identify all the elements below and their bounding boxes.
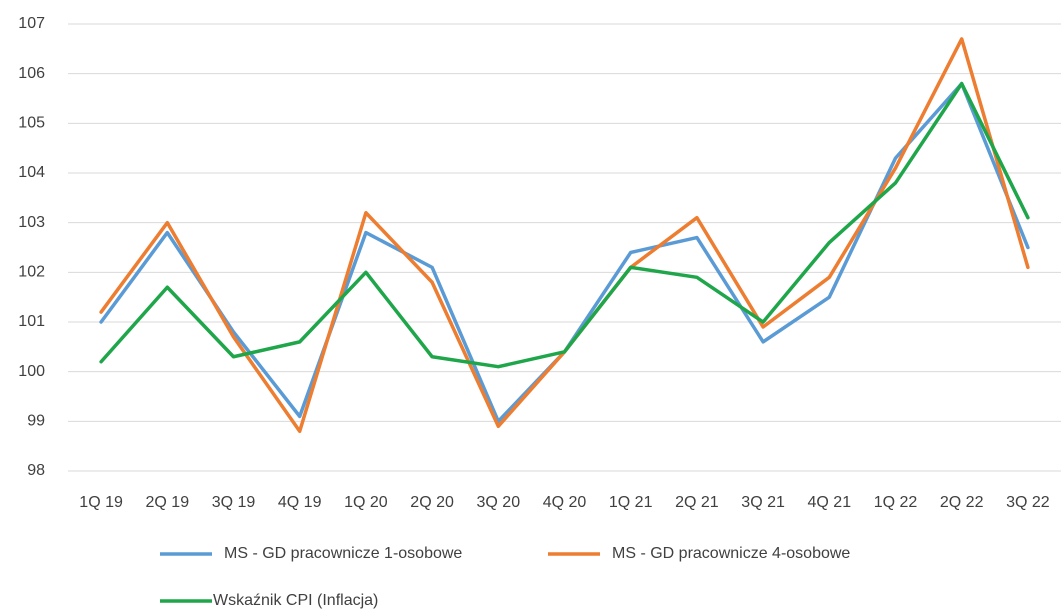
legend-label: Wskaźnik CPI (Inflacja) — [213, 592, 378, 609]
y-tick-label: 106 — [18, 65, 45, 82]
x-tick-label: 3Q 21 — [741, 494, 785, 511]
x-tick-label: 1Q 21 — [609, 494, 653, 511]
legend-label: MS - GD pracownicze 1-osobowe — [224, 545, 462, 562]
x-tick-label: 4Q 21 — [808, 494, 852, 511]
y-tick-label: 107 — [18, 15, 45, 32]
legend-label: MS - GD pracownicze 4-osobowe — [612, 545, 850, 562]
x-tick-label: 1Q 20 — [344, 494, 388, 511]
x-tick-label: 2Q 20 — [410, 494, 454, 511]
x-tick-label: 2Q 19 — [146, 494, 190, 511]
y-tick-label: 104 — [18, 164, 45, 181]
x-tick-label: 3Q 20 — [477, 494, 521, 511]
y-tick-label: 101 — [18, 313, 45, 330]
x-tick-label: 4Q 19 — [278, 494, 322, 511]
x-tick-label: 2Q 22 — [940, 494, 984, 511]
x-tick-label: 2Q 21 — [675, 494, 719, 511]
x-tick-label: 1Q 22 — [874, 494, 918, 511]
y-tick-label: 105 — [18, 115, 45, 132]
data-line — [99, 81, 1030, 424]
y-tick-label: 100 — [18, 363, 45, 380]
y-tick-label: 102 — [18, 264, 45, 281]
x-tick-label: 1Q 19 — [79, 494, 123, 511]
y-tick-label: 99 — [27, 413, 45, 430]
data-line — [99, 37, 1030, 434]
x-tick-label: 3Q 22 — [1006, 494, 1050, 511]
x-tick-label: 3Q 19 — [212, 494, 256, 511]
data-line — [99, 81, 1030, 369]
x-tick-label: 4Q 20 — [543, 494, 587, 511]
y-tick-label: 103 — [18, 214, 45, 231]
y-tick-label: 98 — [27, 462, 45, 479]
